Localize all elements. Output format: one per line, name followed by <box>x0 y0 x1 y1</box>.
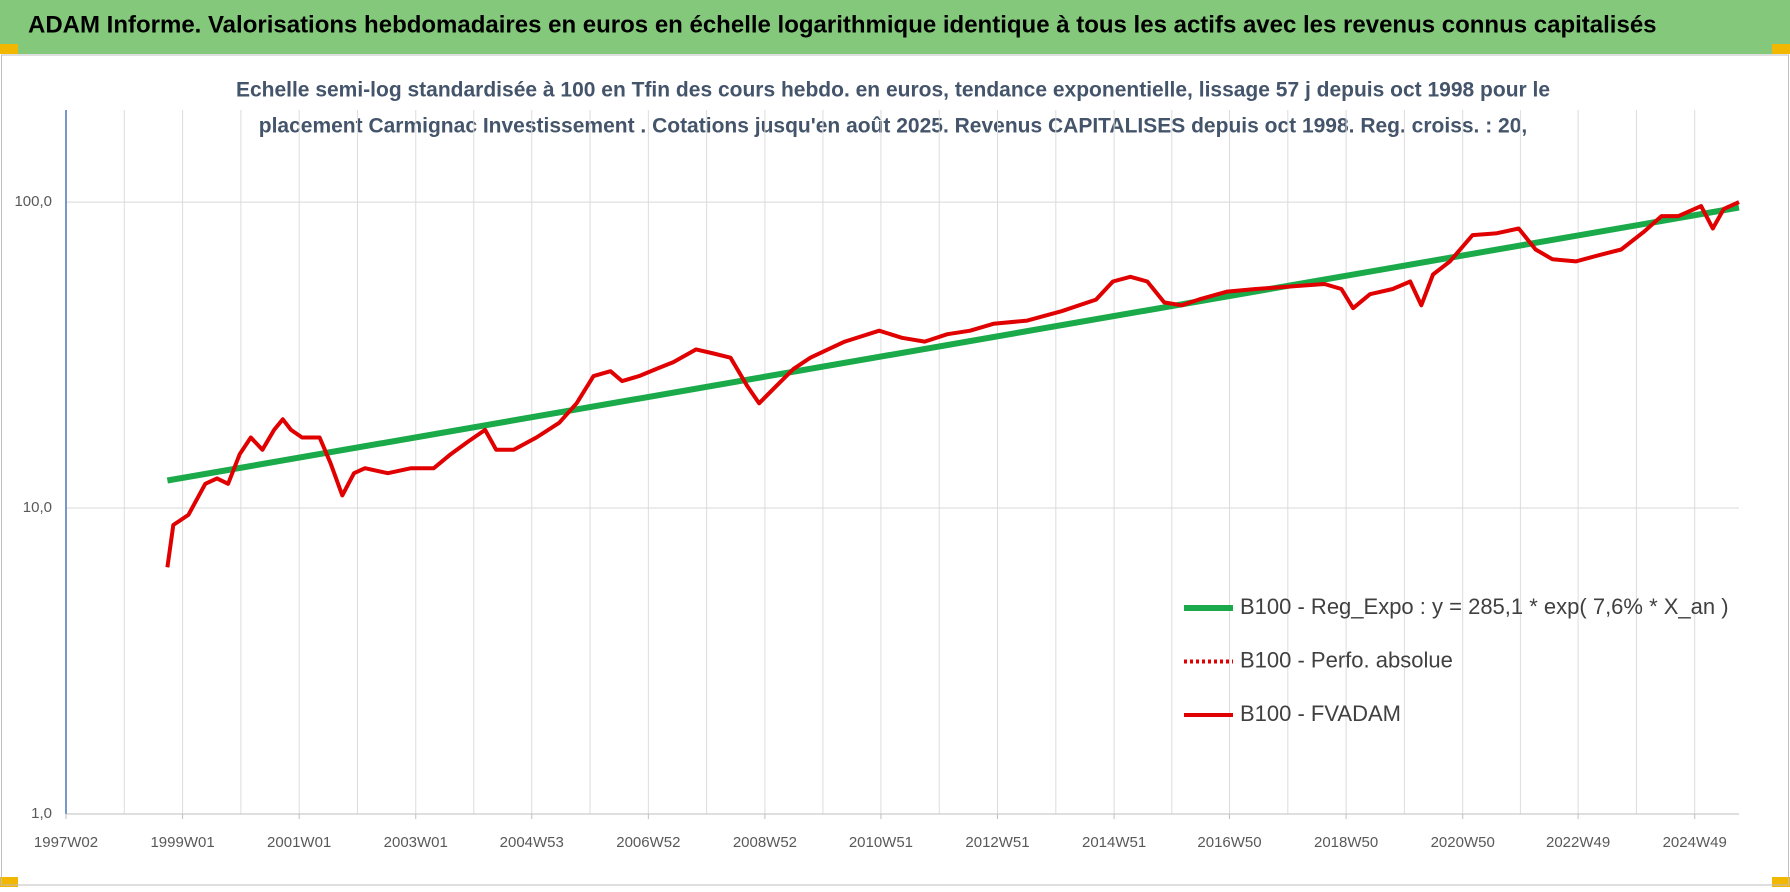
x-tick-label: 2004W53 <box>500 834 564 851</box>
corner-mark <box>0 877 18 887</box>
x-tick-label: 2001W01 <box>267 834 331 851</box>
x-tick-label: 2022W49 <box>1546 834 1610 851</box>
y-tick-label: 100,0 <box>14 193 52 210</box>
header-title: ADAM Informe. Valorisations hebdomadaire… <box>28 11 1657 38</box>
chart-frame <box>1 54 1789 886</box>
corner-mark <box>0 44 18 54</box>
corner-mark <box>1772 44 1790 54</box>
x-tick-label: 2014W51 <box>1082 834 1146 851</box>
x-tick-label: 1999W01 <box>150 834 214 851</box>
x-tick-label: 2006W52 <box>616 834 680 851</box>
legend-label: B100 - Reg_Expo : y = 285,1 * exp( 7,6% … <box>1240 594 1729 619</box>
series-line <box>166 204 1740 484</box>
x-tick-label: 2018W50 <box>1314 834 1378 851</box>
legend-label: B100 - FVADAM <box>1240 701 1401 726</box>
chart-subtitle: placement Carmignac Investissement . Cot… <box>259 115 1528 138</box>
x-tick-label: 2016W50 <box>1197 834 1261 851</box>
legend-label: B100 - Perfo. absolue <box>1240 647 1453 672</box>
y-tick-label: 1,0 <box>31 805 52 822</box>
x-tick-label: 2020W50 <box>1431 834 1495 851</box>
corner-mark <box>1772 877 1790 887</box>
x-tick-label: 1997W02 <box>34 834 98 851</box>
x-tick-label: 2012W51 <box>965 834 1029 851</box>
header-bar <box>0 0 1790 54</box>
x-tick-label: 2003W01 <box>384 834 448 851</box>
x-tick-label: 2008W52 <box>733 834 797 851</box>
x-tick-label: 2024W49 <box>1663 834 1727 851</box>
chart-subtitle: Echelle semi-log standardisée à 100 en T… <box>236 79 1550 102</box>
x-tick-label: 2010W51 <box>849 834 913 851</box>
series-line <box>165 200 1740 568</box>
y-tick-label: 10,0 <box>23 499 52 516</box>
